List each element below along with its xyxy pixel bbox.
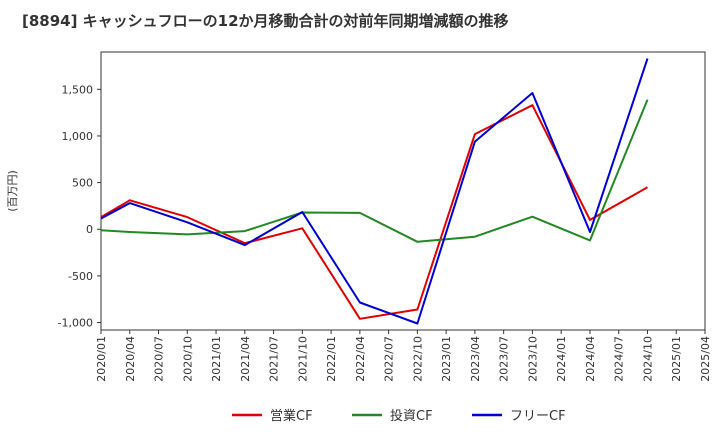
axes	[97, 51, 706, 334]
chart-title: [8894] キャッシュフローの12か月移動合計の対前年同期増減額の推移	[22, 12, 509, 30]
x-tick-label: 2023/01	[440, 336, 453, 382]
y-tick-label: 500	[72, 177, 93, 190]
y-tick-label: 0	[86, 223, 93, 236]
y-tick-label: 1,500	[62, 83, 94, 96]
x-tick-label: 2022/10	[411, 336, 424, 382]
legend-label: 投資CF	[390, 408, 433, 424]
x-tick-label: 2024/07	[613, 336, 626, 382]
x-tick-label: 2023/07	[498, 336, 511, 382]
x-tick-label: 2022/07	[383, 336, 396, 382]
x-tick-label: 2022/01	[325, 336, 338, 382]
y-tick-label: -1,000	[58, 317, 93, 330]
x-tick-label: 2021/01	[210, 336, 223, 382]
x-tick-label: 2021/04	[239, 336, 252, 382]
series-lines	[100, 58, 649, 325]
x-tick-label: 2024/10	[641, 336, 654, 382]
series-line-フリーCF	[100, 58, 649, 325]
y-tick-label: -500	[68, 270, 93, 283]
x-tick-label: 2022/04	[354, 336, 367, 382]
x-tick-label: 2025/01	[670, 336, 683, 382]
x-tick-label: 2021/10	[296, 336, 309, 382]
x-tick-label: 2020/01	[95, 336, 108, 382]
y-tick-label: 1,000	[62, 130, 94, 143]
x-tick-label: 2023/10	[526, 336, 539, 382]
x-tick-label: 2021/07	[268, 336, 281, 382]
x-tick-label: 2020/04	[124, 336, 137, 382]
y-axis-label: (百万円)	[6, 170, 19, 212]
x-tick-label: 2024/01	[555, 336, 568, 382]
legend: 営業CF 投資CF フリーCF	[232, 408, 566, 424]
legend-label: フリーCF	[510, 409, 566, 424]
x-tick-label: 2020/07	[153, 336, 166, 382]
plot-area	[100, 51, 706, 331]
x-tick-label: 2023/04	[469, 336, 482, 382]
legend-label: 営業CF	[270, 408, 313, 424]
series-line-営業CF	[100, 104, 648, 320]
tick-labels: -1,000 -500 0 500 1,000 1,500 2020/01 2020/04 20…	[6, 83, 712, 381]
x-tick-label: 2020/10	[181, 336, 194, 382]
x-tick-label: 2025/04	[699, 336, 712, 382]
series-line-投資CF	[100, 99, 649, 243]
x-tick-label: 2024/04	[584, 336, 597, 382]
